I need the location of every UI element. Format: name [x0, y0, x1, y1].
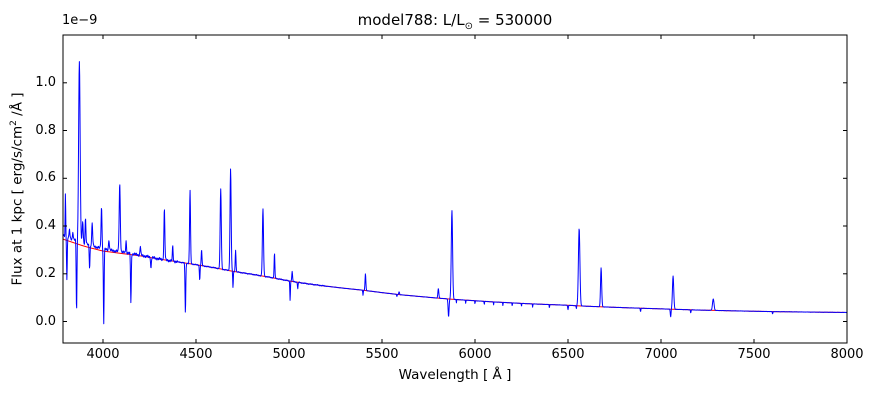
y-axis-offset-text: 1e−9	[62, 13, 98, 28]
x-tick-label: 4000	[86, 347, 120, 362]
x-tick-label: 5500	[365, 347, 399, 362]
plot-title-value: = 530000	[472, 11, 553, 29]
x-tick-label: 7500	[737, 347, 771, 362]
x-tick-label: 6000	[458, 347, 492, 362]
y-axis-label: Flux at 1 kpc [ erg/s/cm2 /Å ]	[8, 92, 26, 286]
axes-frame	[62, 34, 848, 344]
x-tick-label: 5000	[272, 347, 306, 362]
x-tick-label: 4500	[179, 347, 213, 362]
x-tick-label: 8000	[830, 347, 864, 362]
y-tick-label: 0.4	[35, 218, 56, 233]
y-tick-label: 0.0	[35, 313, 56, 329]
y-tick-label: 1.0	[35, 74, 56, 90]
y-tick-label: 0.6	[35, 170, 56, 186]
y-tick-label: 0.2	[35, 265, 56, 281]
plot-title: model788: L/L⊙ = 530000	[63, 11, 847, 32]
x-tick-label: 7000	[644, 347, 678, 362]
x-tick-label: 6500	[551, 347, 585, 362]
spectrum-line	[62, 61, 848, 325]
plot-title-text: model788: L/L	[357, 11, 465, 29]
continuum-line	[62, 238, 845, 313]
y-tick-label: 0.8	[35, 122, 56, 138]
x-axis-label: Wavelength [ Å ]	[398, 367, 512, 383]
sun-symbol: ⊙	[464, 21, 473, 32]
